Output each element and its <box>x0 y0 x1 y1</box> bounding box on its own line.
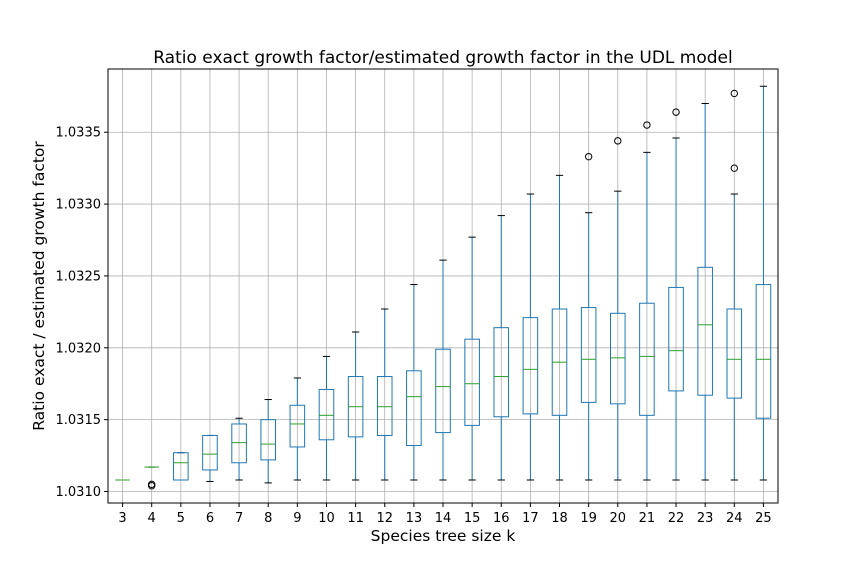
x-tick-label: 25 <box>755 511 772 526</box>
box-group-k23 <box>697 102 713 481</box>
box-group-k11 <box>347 331 364 481</box>
x-tick-label: 13 <box>406 511 423 526</box>
x-tick-label: 23 <box>697 511 714 526</box>
x-tick-label: 18 <box>551 511 568 526</box>
outlier-point <box>614 137 622 145</box>
x-tick-label: 5 <box>177 511 185 526</box>
box <box>726 308 743 399</box>
x-tick-label: 19 <box>580 511 597 526</box>
box-group-k12 <box>376 308 393 481</box>
x-tick-label: 24 <box>726 511 743 526</box>
box-group-k6 <box>202 434 218 482</box>
x-tick-label: 11 <box>347 511 364 526</box>
y-tick-label: 1.0325 <box>56 269 102 284</box>
x-tick-label: 20 <box>610 511 627 526</box>
box <box>318 388 335 441</box>
box-group-k18 <box>551 174 568 481</box>
y-tick-label: 1.0320 <box>56 341 102 356</box>
box-group-k15 <box>464 236 480 481</box>
x-tick-label: 8 <box>264 511 272 526</box>
x-tick-label: 16 <box>493 511 510 526</box>
box-group-k24 <box>726 89 743 481</box>
x-tick-label: 6 <box>206 511 214 526</box>
box-layer <box>115 85 772 490</box>
box <box>173 452 189 481</box>
box-group-k21 <box>639 121 655 481</box>
box <box>697 266 713 396</box>
y-tick-label: 1.0335 <box>56 126 102 141</box>
outlier-point <box>643 121 651 129</box>
box <box>464 338 480 426</box>
outlier-point <box>730 89 739 98</box>
box-group-k25 <box>755 85 772 481</box>
box-group-k19 <box>580 152 597 481</box>
x-tick-label: 9 <box>293 511 301 526</box>
box-group-k10 <box>318 355 335 481</box>
box-group-k8 <box>260 399 277 484</box>
box-group-k16 <box>493 215 510 481</box>
x-tick-label: 10 <box>318 511 335 526</box>
chart-title: Ratio exact growth factor/estimated grow… <box>153 48 733 68</box>
outlier-point <box>147 482 156 490</box>
box <box>260 419 277 461</box>
x-tick-label: 22 <box>668 511 685 526</box>
x-tick-label: 14 <box>435 511 452 526</box>
box-group-k5 <box>173 452 189 481</box>
box-group-k22 <box>668 108 684 481</box>
y-tick-label: 1.0315 <box>56 413 102 428</box>
box <box>406 370 422 447</box>
x-axis-label: Species tree size k <box>371 527 516 545</box>
x-tick-label: 21 <box>639 511 656 526</box>
box-group-k14 <box>435 259 451 481</box>
box <box>202 434 218 471</box>
box <box>639 302 655 416</box>
box-group-k9 <box>289 377 306 481</box>
box <box>376 376 393 436</box>
y-axis-label: Ratio exact / estimated growth factor <box>30 141 48 431</box>
box <box>493 327 510 418</box>
box <box>755 284 772 419</box>
x-tick-label: 7 <box>235 511 243 526</box>
x-tick-label: 15 <box>464 511 481 526</box>
x-tick-label: 4 <box>148 511 156 526</box>
box <box>610 312 626 405</box>
y-tick-label: 1.0310 <box>56 485 102 500</box>
box <box>668 286 684 392</box>
x-tick-label: 17 <box>522 511 539 526</box>
box-group-k20 <box>610 137 626 481</box>
outlier-point <box>672 108 680 116</box>
box-group-k13 <box>406 284 422 481</box>
box-group-k7 <box>231 417 247 481</box>
box <box>580 307 597 403</box>
outlier-point <box>730 164 739 172</box>
box-group-k17 <box>522 193 539 481</box>
box <box>522 317 539 415</box>
box <box>289 404 306 448</box>
tick-layer: 3 4 5 6 7 8 9 10 11 12 13 14 15 16 17 18 19 20 21 22 23 24 25 1… <box>56 126 772 526</box>
box-group-k4 <box>144 466 159 490</box>
x-tick-label: 3 <box>118 511 126 526</box>
box <box>231 423 247 464</box>
box <box>435 348 451 434</box>
x-tick-label: 12 <box>376 511 393 526</box>
outlier-point <box>584 152 593 161</box>
y-tick-label: 1.0330 <box>56 198 102 213</box>
